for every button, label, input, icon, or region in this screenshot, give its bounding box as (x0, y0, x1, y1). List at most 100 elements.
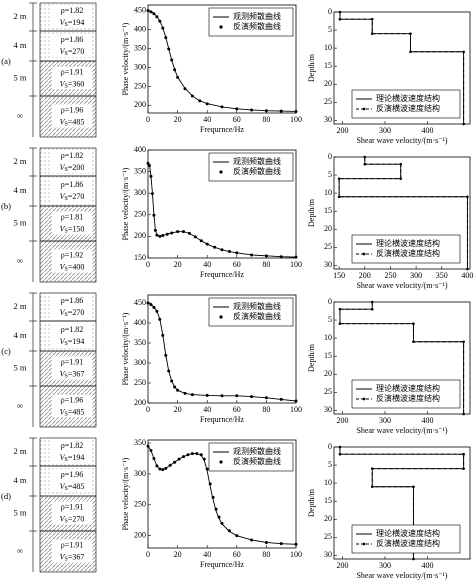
density-prefix: ρ= (61, 6, 70, 15)
data-point (409, 32, 412, 35)
data-point (370, 485, 374, 489)
layer-vs: VS=485 (60, 407, 85, 418)
data-point (147, 164, 151, 168)
x-tick-label: 0 (146, 115, 150, 124)
x-tick-label: 0 (146, 260, 150, 269)
data-point (170, 379, 174, 383)
density-prefix: ρ= (61, 67, 70, 76)
vs-value: 270 (72, 192, 84, 201)
legend-label: 理论横波速度结构 (376, 238, 440, 248)
x-axis-label: Shear wave velocity/(m·s⁻¹) (356, 426, 447, 435)
label-bg (52, 501, 92, 525)
data-point (409, 50, 412, 54)
data-point (399, 162, 403, 166)
layer-thickness: 2 m (14, 11, 27, 21)
legend-box (351, 234, 461, 264)
x-tick-label: 200 (337, 416, 349, 425)
vs-value: 400 (72, 262, 84, 271)
data-point (235, 534, 239, 538)
data-point (198, 99, 202, 103)
x-axis-label: Shear wave velocity/(m·s⁻¹) (356, 281, 447, 290)
data-point (235, 251, 239, 255)
label-bg (52, 249, 92, 273)
data-point (173, 460, 177, 464)
data-point (150, 192, 154, 196)
vs-value: 485 (72, 117, 84, 126)
y-tick-label: 10 (324, 188, 332, 197)
data-point (176, 388, 180, 392)
label-bg (52, 440, 92, 463)
density-prefix: ρ= (61, 250, 70, 259)
x-tick-label: 0 (146, 550, 150, 559)
x-tick-label: 400 (422, 561, 434, 570)
legend-label: 反演横波速度结构 (376, 248, 440, 258)
layer-vs: VS=367 (60, 369, 85, 380)
density-value: 1.82 (69, 6, 83, 15)
layer-density: ρ=1.96 (61, 395, 84, 404)
x-tick-label: 40 (203, 115, 211, 124)
data-point (199, 239, 203, 243)
vs-equals: = (68, 117, 73, 126)
y-tick-label: 400 (134, 145, 146, 154)
density-value: 1.91 (69, 502, 83, 511)
vs-subscript: S (65, 122, 68, 128)
y-tick-label: 30 (324, 260, 332, 269)
legend-label: 理论横波速度结构 (376, 93, 440, 103)
vs-equals: = (68, 453, 73, 462)
legend-box (351, 379, 461, 409)
data-point (264, 109, 268, 113)
layer-density: ρ=1.86 (61, 180, 84, 189)
data-point (152, 305, 156, 309)
data-point (370, 300, 374, 304)
data-point (177, 457, 181, 461)
legend-label: 反演横波速度结构 (376, 103, 440, 113)
layer-thickness: 4 m (14, 330, 27, 340)
layer-vs: VS=270 (60, 192, 85, 203)
y-tick-label: 300 (134, 358, 146, 367)
x-tick-label: 20 (174, 115, 182, 124)
legend-marker (362, 252, 366, 256)
vs-subscript: S (65, 84, 68, 90)
density-prefix: ρ= (61, 35, 70, 44)
data-point (412, 557, 415, 561)
data-point (176, 75, 180, 79)
y-tick-label: 0 (328, 297, 332, 306)
plot-frame (333, 156, 471, 270)
data-point (412, 340, 415, 344)
plot-frame (147, 439, 297, 549)
layer-vs: VS=194 (60, 18, 85, 29)
data-point (205, 102, 209, 106)
density-value: 1.86 (69, 180, 83, 189)
data-point (220, 248, 224, 252)
data-point (158, 19, 162, 23)
layer-density: ρ=1.91 (61, 67, 84, 76)
layer-thickness: ∞ (17, 545, 23, 555)
legend-label: 观测频散曲线 (233, 446, 281, 456)
data-point (220, 105, 224, 109)
x-tick-label: 80 (262, 115, 270, 124)
data-point (205, 467, 209, 471)
x-tick-label: 100 (290, 550, 302, 559)
y-tick-label: 400 (134, 24, 146, 33)
legend-marker (219, 170, 223, 174)
data-point (227, 529, 231, 533)
legend-label: 观测频散曲线 (233, 301, 281, 311)
data-point (190, 393, 194, 397)
y-tick-label: 250 (134, 500, 146, 509)
data-point (165, 232, 169, 236)
vs-equals: = (68, 482, 73, 491)
x-tick-label: 300 (379, 561, 391, 570)
y-tick-label: 250 (134, 378, 146, 387)
data-point (155, 464, 159, 468)
plot-frame (147, 294, 297, 404)
legend-label: 反演横波速度结构 (376, 393, 440, 403)
vs-equals: = (68, 337, 73, 346)
data-point (153, 228, 157, 232)
density-prefix: ρ= (61, 180, 70, 189)
vs-symbol: V (60, 117, 66, 126)
vs-symbol: V (60, 224, 66, 233)
density-prefix: ρ= (61, 296, 70, 305)
y-tick-label: 0 (328, 152, 332, 161)
plot-frame (333, 446, 471, 560)
data-point (462, 122, 465, 126)
